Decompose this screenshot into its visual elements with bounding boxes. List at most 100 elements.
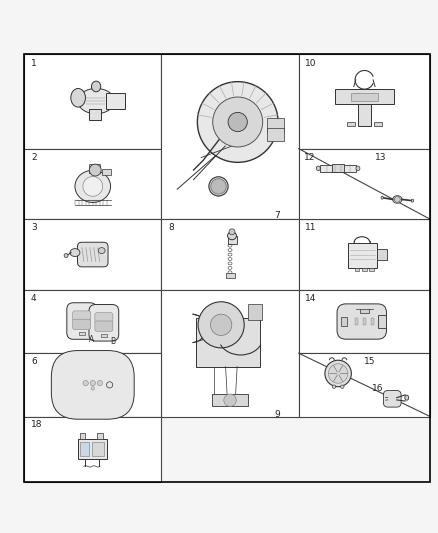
FancyBboxPatch shape [51, 351, 134, 419]
Bar [334, 89, 393, 104]
FancyBboxPatch shape [382, 391, 400, 407]
Circle shape [210, 179, 226, 194]
Bar [376, 248, 386, 261]
Ellipse shape [380, 196, 382, 199]
Ellipse shape [355, 166, 359, 171]
Bar [298, 54, 429, 149]
Bar [24, 290, 161, 353]
Ellipse shape [91, 81, 101, 92]
Bar [266, 128, 283, 141]
Circle shape [91, 386, 94, 390]
Text: 3: 3 [31, 223, 37, 232]
Bar [298, 353, 429, 417]
Bar [97, 433, 102, 439]
Text: 9: 9 [273, 410, 279, 419]
Bar [196, 318, 260, 367]
Bar [357, 104, 370, 126]
Bar [106, 93, 124, 109]
Bar [227, 236, 237, 244]
Bar [24, 219, 161, 290]
Ellipse shape [78, 88, 114, 114]
Ellipse shape [392, 196, 401, 203]
Text: 2: 2 [31, 153, 36, 162]
Circle shape [212, 97, 262, 147]
Bar [298, 149, 429, 219]
Circle shape [328, 364, 347, 383]
Bar [80, 442, 89, 456]
Bar [24, 54, 161, 149]
FancyBboxPatch shape [67, 303, 96, 340]
FancyBboxPatch shape [336, 304, 385, 339]
Ellipse shape [70, 248, 80, 256]
Text: 1: 1 [31, 59, 37, 68]
Bar [78, 332, 85, 335]
Bar [341, 317, 346, 326]
Circle shape [340, 385, 343, 389]
Bar [346, 123, 354, 126]
Bar [361, 269, 366, 271]
Text: 13: 13 [374, 153, 385, 162]
Circle shape [97, 381, 102, 386]
FancyBboxPatch shape [73, 311, 91, 321]
Ellipse shape [227, 232, 236, 240]
Ellipse shape [410, 199, 413, 202]
Bar [354, 269, 359, 271]
Circle shape [223, 394, 236, 407]
Bar [377, 316, 385, 328]
Bar [161, 219, 298, 290]
Bar [298, 290, 429, 353]
Bar [80, 433, 85, 439]
Circle shape [228, 112, 247, 132]
Ellipse shape [316, 166, 320, 171]
FancyBboxPatch shape [95, 321, 113, 332]
Text: B: B [110, 337, 116, 346]
Bar [101, 334, 106, 337]
Ellipse shape [98, 248, 105, 254]
Bar [370, 318, 373, 325]
Circle shape [64, 254, 68, 257]
Bar [24, 149, 161, 219]
Text: 7: 7 [273, 211, 279, 220]
Bar [226, 273, 234, 278]
Text: 4: 4 [31, 294, 36, 303]
Ellipse shape [75, 171, 110, 203]
Circle shape [210, 314, 231, 335]
Text: 16: 16 [371, 384, 383, 393]
Bar [350, 93, 377, 101]
Circle shape [83, 176, 102, 196]
Bar [24, 353, 161, 417]
Bar [88, 164, 99, 173]
Bar [266, 118, 283, 132]
Bar [319, 165, 356, 172]
Circle shape [197, 82, 277, 163]
Circle shape [90, 381, 95, 386]
Circle shape [198, 302, 244, 348]
FancyBboxPatch shape [73, 319, 91, 329]
Text: 15: 15 [364, 357, 375, 366]
Bar [368, 269, 374, 271]
FancyBboxPatch shape [95, 313, 113, 323]
Bar [298, 219, 429, 290]
Ellipse shape [208, 177, 228, 196]
Circle shape [89, 164, 101, 176]
Bar [247, 303, 261, 319]
Text: 18: 18 [31, 421, 42, 430]
Circle shape [332, 385, 335, 389]
Bar [89, 109, 101, 120]
Text: 12: 12 [303, 153, 314, 162]
Circle shape [324, 360, 350, 387]
Bar [362, 318, 365, 325]
Text: A: A [88, 335, 93, 344]
Circle shape [393, 197, 399, 203]
FancyBboxPatch shape [89, 304, 118, 341]
Bar [373, 123, 381, 126]
Circle shape [83, 381, 88, 386]
Text: 14: 14 [304, 294, 316, 303]
Bar [102, 169, 110, 175]
Ellipse shape [404, 395, 408, 400]
Ellipse shape [71, 88, 85, 107]
Bar [78, 439, 107, 459]
Text: 10: 10 [304, 59, 316, 68]
Text: 11: 11 [304, 223, 316, 232]
Bar [92, 442, 103, 456]
